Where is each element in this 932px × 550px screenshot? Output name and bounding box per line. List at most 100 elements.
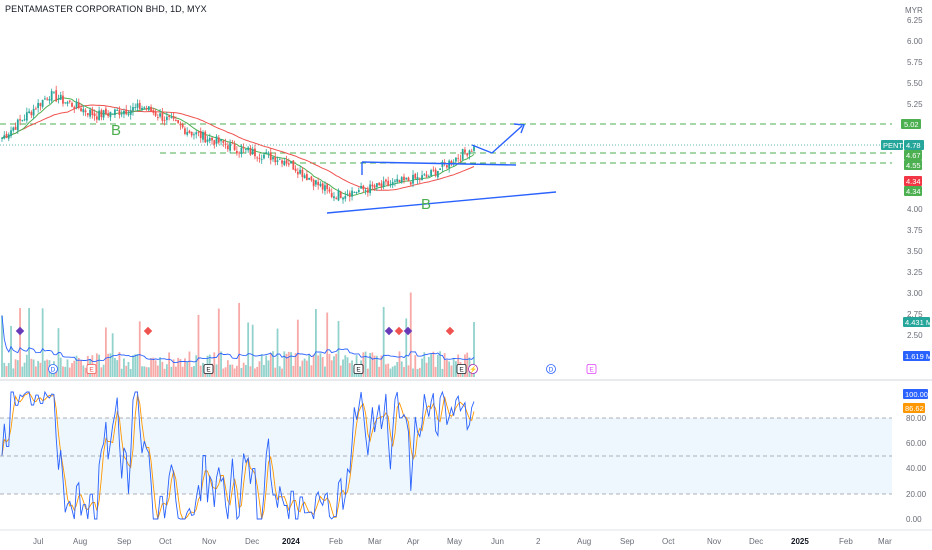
stoch-axis[interactable]: 80.00 60.00 40.00 20.00 0.00 [906,414,927,524]
candle-body [364,190,367,191]
candle-body [125,109,128,115]
candle-body [73,107,76,109]
candle-body [394,180,396,182]
candle-body [193,134,195,136]
volume-bar [147,367,150,377]
price-tick: 5.25 [907,100,923,109]
volume-bar [296,319,299,377]
volume-bar [145,367,148,377]
time-label: Mar [878,537,892,546]
earnings-event[interactable]: E [353,364,364,374]
candle-body [138,102,141,110]
candle-body [418,178,421,180]
volume-bar [421,358,423,377]
candle-body [385,179,387,182]
candle-body [95,116,98,120]
volume-bar [371,352,374,377]
candle-body [132,107,134,111]
candle-body [114,109,116,116]
candle-body [174,120,177,121]
volume-bar [233,368,236,377]
candle-body [77,102,80,109]
candle-body [82,109,85,113]
ma-slow-line [1,104,475,191]
signal-marker [394,326,404,336]
stoch-d-line [1,391,475,520]
dividend-event[interactable]: D [546,364,556,374]
price-tick: 5.75 [907,58,923,67]
stoch-k-line [1,390,475,521]
volume-bar [274,367,277,377]
candle-body [57,99,60,100]
volume-bar [305,360,308,377]
candle-body [21,120,24,121]
ma-fast-line [1,97,475,197]
volume-bar [269,352,272,377]
candle-body [136,103,139,108]
candle-body [41,99,44,107]
candle-body [371,184,374,187]
candle-body [278,158,281,160]
volume-bar [245,364,247,377]
volume-bar [319,353,322,377]
volume-bar [362,352,365,377]
candle-body [272,157,274,160]
candle-body [285,160,288,164]
volume-bar [423,352,426,377]
candle-body [330,192,333,198]
volume-bar [285,353,288,377]
volume-bar [339,365,342,377]
volume-bar [199,365,202,377]
candle-body [333,196,335,199]
stoch-tick: 60.00 [906,439,927,448]
candle-body [50,91,53,101]
earnings-event[interactable]: E [456,364,467,374]
volume-bar [416,368,419,377]
candle-body [152,109,155,113]
candle-body [315,180,317,185]
volume-bar [251,324,254,377]
candle-body [44,98,46,100]
volume-bar [172,359,175,377]
candle-body [53,91,55,93]
price-tick: 3.75 [907,226,923,235]
candle-body [445,165,448,168]
volume-bar [34,366,37,377]
volume-bar [265,355,268,377]
split-event[interactable]: ⚡ [468,364,478,374]
candle-body [39,103,42,106]
time-axis[interactable]: Jul Aug Sep Oct Nov Dec 2024 Feb Mar Apr… [33,537,892,546]
currency-label[interactable]: MYR [905,6,923,15]
volume-bar [412,368,414,377]
resistance-trendline[interactable] [361,161,517,166]
support-trendline[interactable] [326,191,557,214]
earnings-event[interactable]: E [86,364,97,374]
volume-tag: 4.431 M [903,317,932,327]
earnings-event[interactable]: E [203,364,214,374]
volume-bar [129,368,132,377]
earnings-event[interactable]: E [586,364,597,374]
dividend-event[interactable]: D [48,364,58,374]
volume-bar [254,368,256,377]
projection-arrow[interactable] [471,125,523,154]
volume-bar [217,308,220,377]
volume-bar [256,366,259,377]
level-tag-4-67: 4.67 [904,150,922,160]
volume-bar [235,365,238,377]
candle-body [267,152,270,154]
stoch-d-tag: 86.62 [903,403,925,413]
price-axis[interactable]: 6.25 6.00 5.75 5.50 5.25 4.00 3.75 3.50 … [907,16,923,340]
price-tick: 4.00 [907,205,923,214]
candle-body [213,140,216,145]
candle-body [434,169,437,176]
candle-body [98,110,101,120]
volume-bar [281,368,283,377]
candle-body [405,177,408,180]
candle-body [170,117,173,118]
volume-bar [116,360,119,377]
candle-body [197,131,200,133]
candle-body [292,160,295,170]
volume-bar [165,364,168,377]
volume-bar [263,364,265,377]
